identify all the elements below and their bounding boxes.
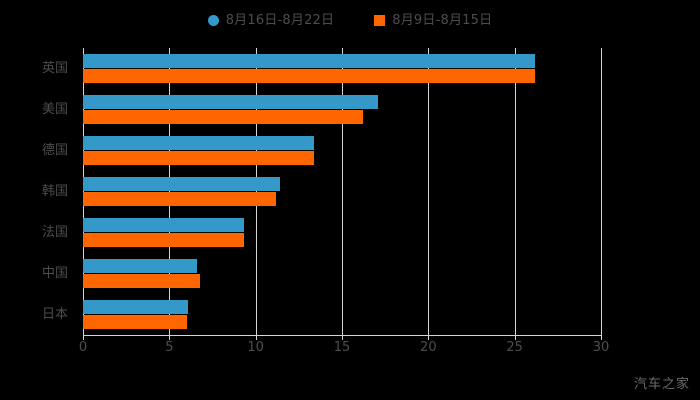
bar[interactable]	[83, 54, 536, 68]
x-axis-label-0: 0	[78, 340, 88, 355]
x-tick-mark-5	[169, 335, 171, 340]
y-axis-category-labels: 英国美国德国韩国法国中国日本	[0, 48, 78, 335]
x-tick-mark-20	[428, 335, 430, 340]
bar-rows	[83, 48, 601, 335]
x-tick-mark-25	[514, 335, 516, 340]
bar-group	[83, 95, 601, 124]
legend-circle-marker-icon	[207, 14, 219, 26]
x-axis-label-25: 25	[506, 340, 523, 355]
x-axis-label-10: 10	[247, 340, 264, 355]
bar[interactable]	[83, 69, 536, 83]
x-tick-mark-30	[601, 335, 602, 340]
legend-item-series-1[interactable]: 8月16日-8月22日	[207, 12, 335, 28]
y-axis-label-7: 日本	[41, 306, 68, 322]
bar-group	[83, 54, 601, 83]
x-axis-label-20: 20	[420, 340, 437, 355]
x-tick-mark-15	[342, 335, 343, 340]
bar[interactable]	[83, 259, 197, 273]
legend-square-marker-icon	[374, 14, 386, 26]
x-tick-mark-0	[83, 335, 84, 340]
legend-item-series-2[interactable]: 8月9日-8月15日	[374, 14, 492, 27]
legend-label-series-2: 8月9日-8月15日	[392, 12, 493, 28]
legend-label-series-1: 8月16日-8月22日	[225, 12, 335, 28]
bar[interactable]	[83, 151, 315, 165]
y-axis-label-2: 美国	[41, 101, 68, 117]
bar[interactable]	[83, 233, 244, 247]
bar-group	[83, 218, 601, 247]
bar[interactable]	[83, 192, 277, 206]
bar[interactable]	[83, 218, 244, 232]
x-axis-tick-labels: 0 5 10 15 20 25 30	[0, 341, 700, 359]
bar[interactable]	[83, 95, 379, 109]
plot-area	[83, 48, 602, 335]
x-axis-label-5: 5	[165, 340, 174, 355]
bar[interactable]	[83, 110, 363, 124]
y-axis-label-5: 法国	[41, 224, 68, 240]
watermark: 汽车之家	[633, 377, 690, 392]
bar[interactable]	[83, 315, 187, 329]
y-axis-label-3: 德国	[41, 142, 68, 158]
bar-group	[83, 177, 601, 206]
gridline-x-30	[601, 48, 602, 335]
chart-legend: 8月16日-8月22日 8月9日-8月15日	[0, 10, 700, 30]
y-axis-label-4: 韩国	[41, 183, 68, 199]
bar-group	[83, 259, 601, 288]
bar[interactable]	[83, 274, 201, 288]
x-tick-mark-10	[255, 335, 257, 340]
y-axis-label-6: 中国	[41, 265, 68, 281]
bar[interactable]	[83, 300, 189, 314]
x-axis-label-30: 30	[592, 340, 610, 355]
bar[interactable]	[83, 136, 315, 150]
bar[interactable]	[83, 177, 280, 191]
bar-group	[83, 300, 601, 329]
bar-group	[83, 136, 601, 165]
x-axis-label-15: 15	[333, 340, 351, 355]
y-axis-label-1: 英国	[41, 60, 68, 76]
